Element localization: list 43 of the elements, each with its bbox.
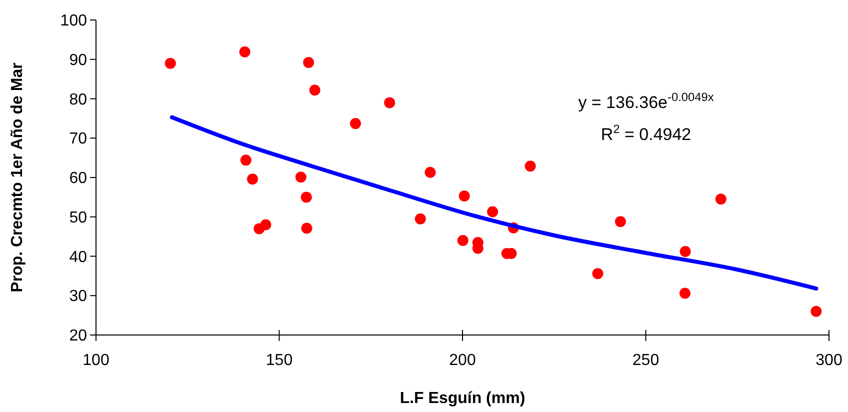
point <box>384 97 396 108</box>
x-tick-label: 100 <box>82 352 110 369</box>
point <box>679 288 690 299</box>
point <box>524 160 536 172</box>
annotation: R$^{2}$ = 0.4942 <box>600 122 692 144</box>
line-series <box>170 115 818 291</box>
point <box>350 118 361 130</box>
point <box>239 46 250 58</box>
annotation: y = 136.36e$^{-0.0049x}$ <box>578 90 714 112</box>
point <box>301 222 312 234</box>
y-tick-label: 80 <box>69 91 88 108</box>
x-axis-title: L.F Esguín (mm) <box>400 390 526 407</box>
y-tick-label: 60 <box>69 170 88 188</box>
point <box>300 192 312 203</box>
x-tick-label: 250 <box>632 352 660 369</box>
point <box>592 268 604 280</box>
point <box>424 166 436 178</box>
y-tick-label: 70 <box>69 130 88 148</box>
point <box>260 219 272 230</box>
point <box>487 206 498 218</box>
y-tick-label: 50 <box>69 209 88 226</box>
y-tick-label: 100 <box>60 12 88 30</box>
x-tick-label: 200 <box>449 352 476 369</box>
point <box>240 154 252 166</box>
point <box>246 174 258 185</box>
x-tick-label: 150 <box>266 352 293 369</box>
point <box>309 84 320 96</box>
point <box>715 194 726 205</box>
point <box>614 216 626 228</box>
x-tick-label: 300 <box>816 352 842 369</box>
point <box>303 57 314 68</box>
point <box>458 190 470 202</box>
y-tick-label: 40 <box>69 248 88 266</box>
point <box>164 58 176 69</box>
y-tick-label: 30 <box>69 288 88 306</box>
point <box>295 172 306 183</box>
y-tick-label: 20 <box>69 328 88 345</box>
y-tick-label: 90 <box>69 52 88 69</box>
point <box>457 235 468 246</box>
point <box>414 213 426 224</box>
point <box>680 246 691 258</box>
point <box>810 306 822 317</box>
y-axis-title: Prop. Crecmto 1er Año de Mar <box>9 62 26 292</box>
